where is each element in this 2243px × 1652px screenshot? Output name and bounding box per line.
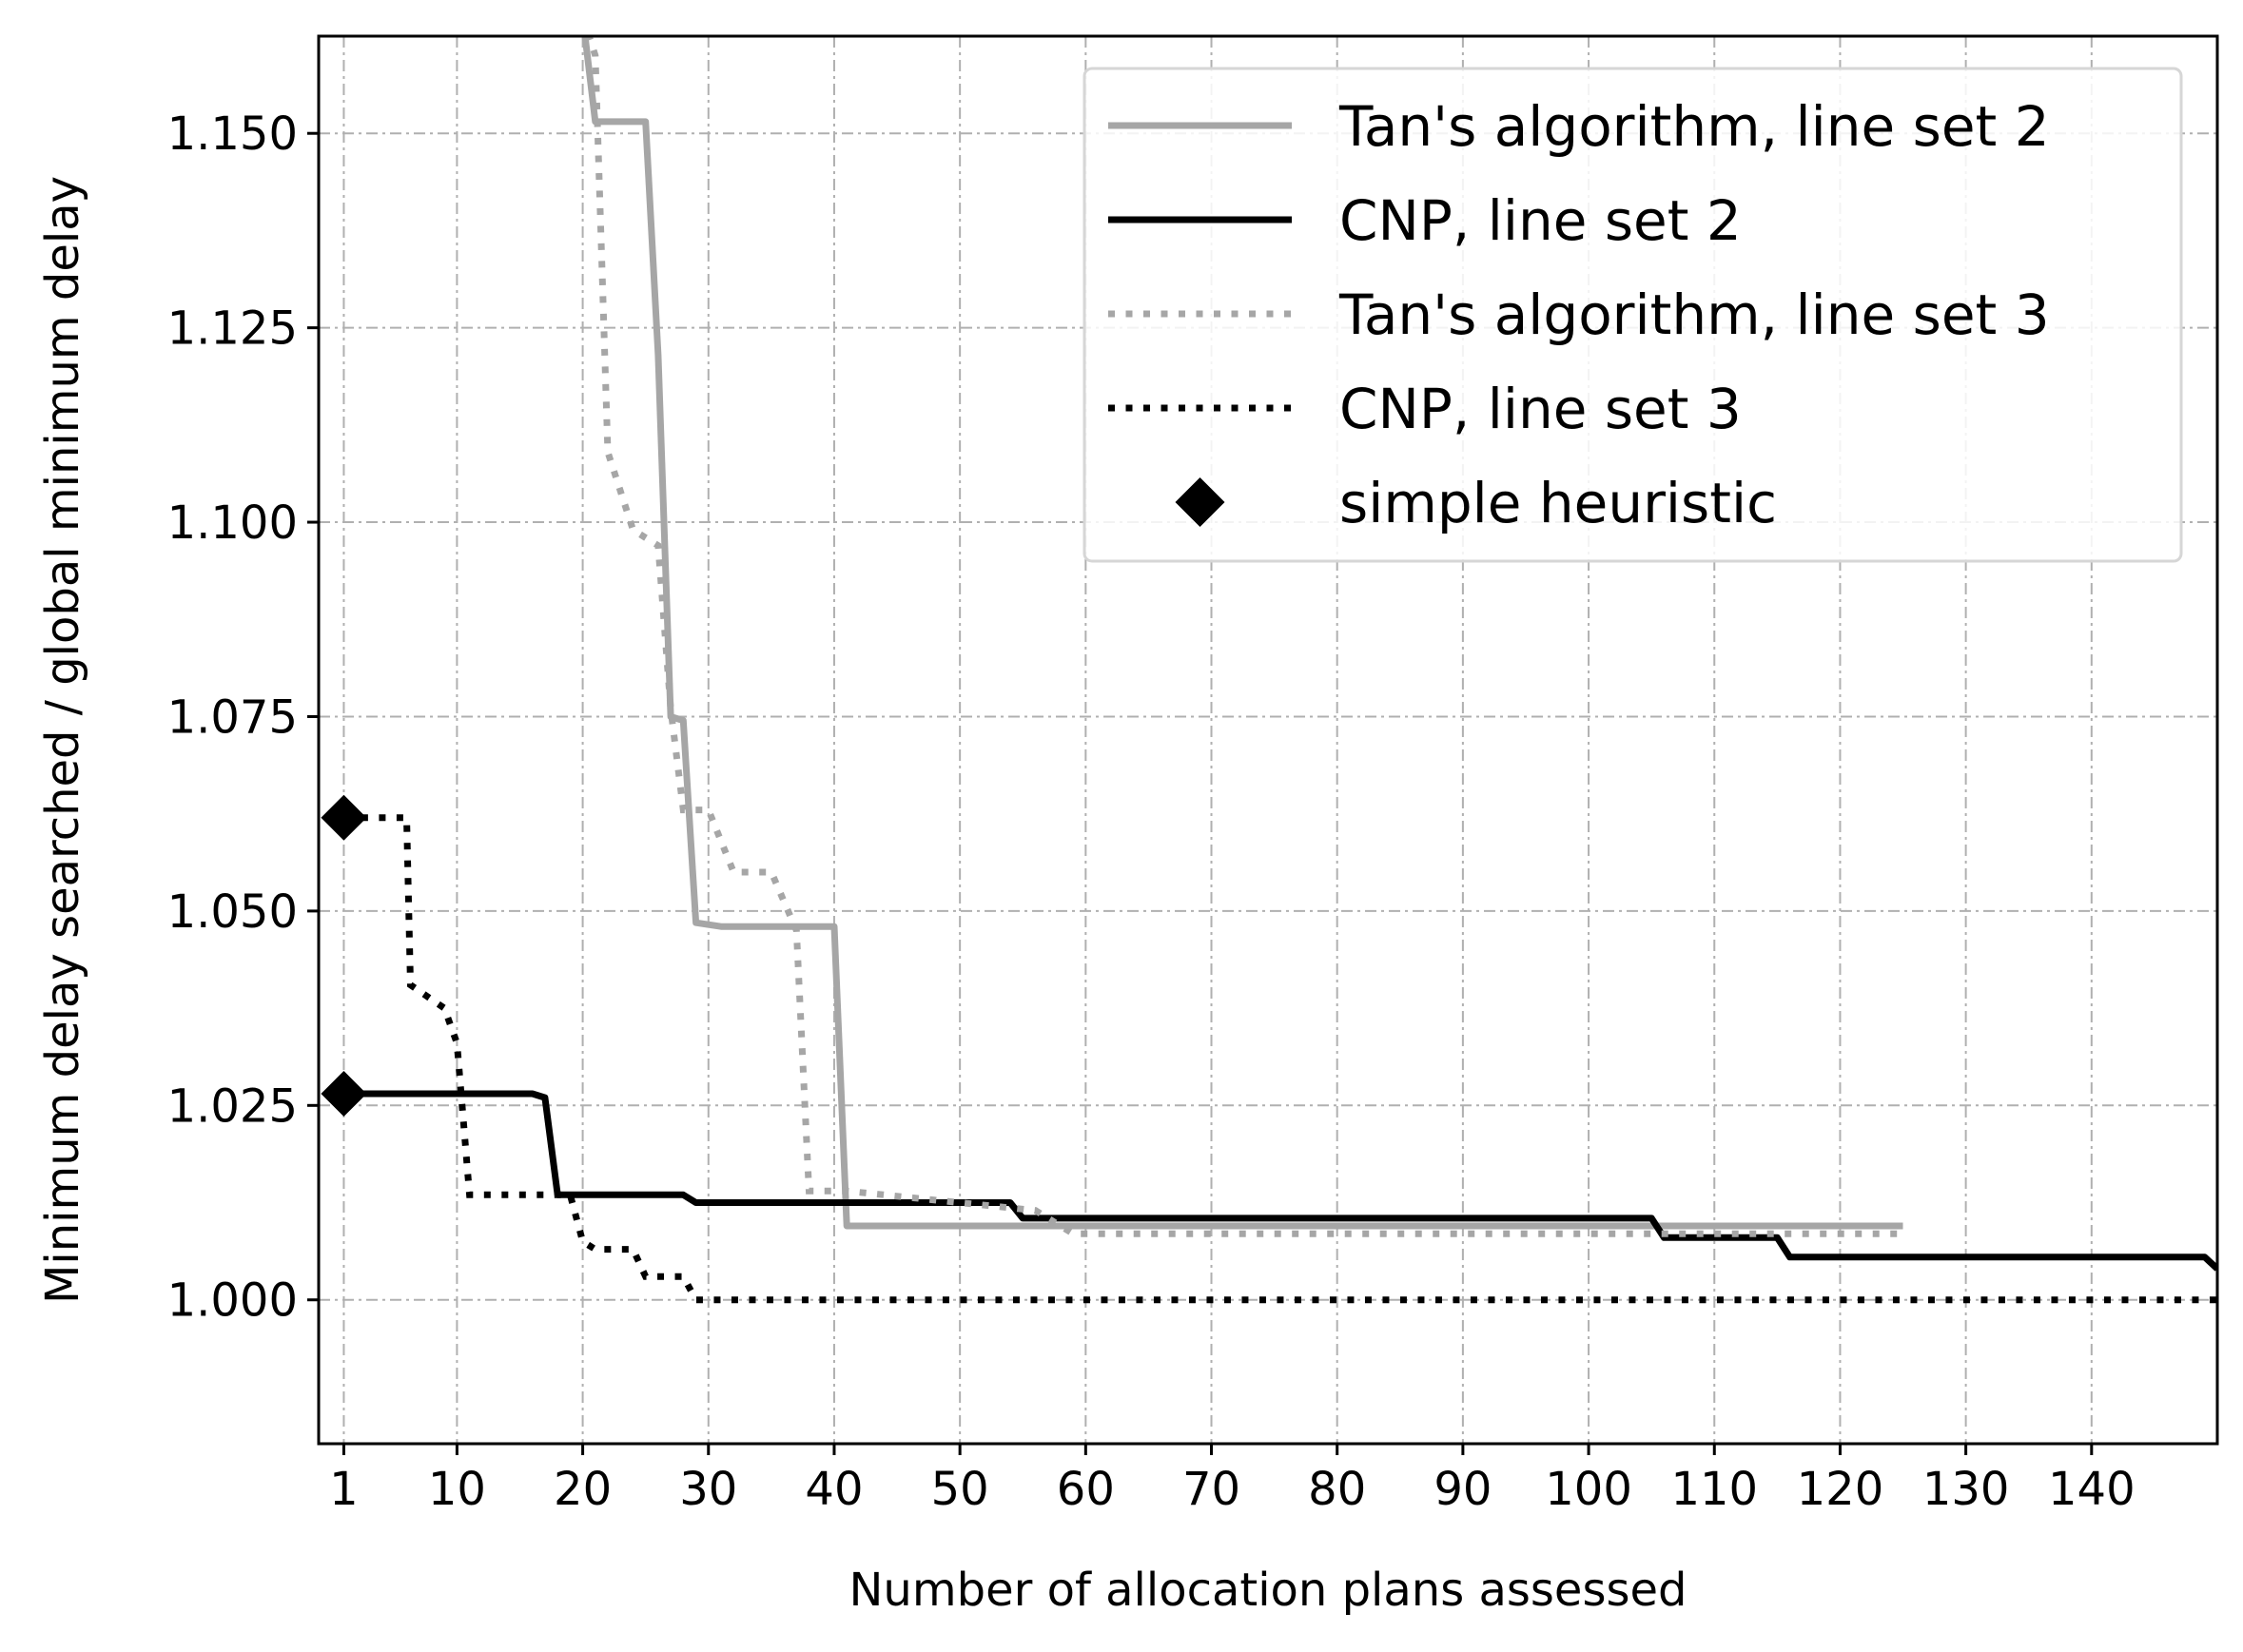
legend-label: Tan's algorithm, line set 2 bbox=[1338, 94, 2050, 159]
y-tick-label: 1.150 bbox=[167, 107, 298, 161]
x-tick-label: 10 bbox=[428, 1463, 486, 1516]
series-line-tan-s-algorithm-line-set-3 bbox=[585, 36, 1903, 1237]
legend-label: simple heuristic bbox=[1339, 471, 1777, 535]
legend-label: CNP, line set 3 bbox=[1339, 377, 1742, 441]
x-tick-label: 120 bbox=[1797, 1463, 1884, 1516]
x-axis-label: Number of allocation plans assessed bbox=[849, 1564, 1687, 1617]
x-tick-label: 20 bbox=[554, 1463, 612, 1516]
y-tick-label: 1.075 bbox=[167, 690, 298, 744]
series-line-cnp-line-set-2 bbox=[343, 1090, 2217, 1272]
legend-label: Tan's algorithm, line set 3 bbox=[1338, 282, 2050, 347]
y-tick-label: 1.100 bbox=[167, 496, 298, 550]
y-tick-label: 1.025 bbox=[167, 1079, 298, 1133]
x-tick-label: 100 bbox=[1545, 1463, 1632, 1516]
legend-label: CNP, line set 2 bbox=[1339, 188, 1742, 253]
x-axis-ticks: 1 10 20 30 40 50 60 70 80 90 100 110 120 130 140 bbox=[329, 1444, 2136, 1516]
x-tick-label: 90 bbox=[1434, 1463, 1492, 1516]
series-line-cnp-line-set-3 bbox=[343, 814, 2217, 1304]
x-tick-label: 130 bbox=[1922, 1463, 2010, 1516]
heuristic-marker bbox=[321, 794, 367, 841]
series-layer bbox=[321, 36, 2217, 1304]
x-tick-label: 60 bbox=[1057, 1463, 1115, 1516]
x-tick-label: 50 bbox=[931, 1463, 989, 1516]
x-tick-label: 30 bbox=[679, 1463, 737, 1516]
x-tick-label: 1 bbox=[329, 1463, 359, 1516]
legend-swatch-marker bbox=[1175, 477, 1225, 527]
y-tick-label: 1.000 bbox=[167, 1274, 298, 1328]
y-axis-label: Minimum delay searched / global minimum … bbox=[36, 176, 89, 1304]
x-tick-label: 80 bbox=[1308, 1463, 1366, 1516]
plot-frame bbox=[317, 34, 2219, 1446]
x-tick-label: 110 bbox=[1670, 1463, 1758, 1516]
legend-box bbox=[1082, 67, 2183, 563]
y-axis-ticks: 1.000 1.025 1.050 1.075 1.100 1.125 1.150 bbox=[167, 107, 319, 1328]
y-tick-label: 1.050 bbox=[167, 885, 298, 939]
y-tick-label: 1.125 bbox=[167, 302, 298, 356]
series-line-tan-s-algorithm-line-set-2 bbox=[581, 36, 1903, 1230]
legend: Tan's algorithm, line set 2 CNP, line set… bbox=[1082, 67, 2183, 563]
x-tick-label: 70 bbox=[1182, 1463, 1240, 1516]
heuristic-marker bbox=[321, 1071, 367, 1118]
grid bbox=[319, 36, 2217, 1444]
x-tick-label: 40 bbox=[805, 1463, 863, 1516]
x-tick-label: 140 bbox=[2048, 1463, 2136, 1516]
